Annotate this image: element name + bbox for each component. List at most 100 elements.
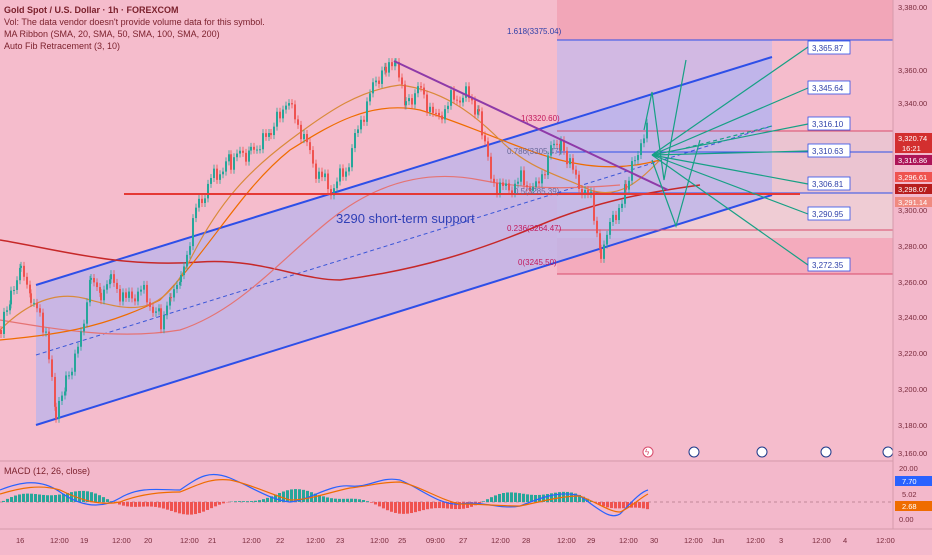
- fib-legend[interactable]: Auto Fib Retracement (3, 10): [4, 40, 265, 52]
- macd-bar: [342, 499, 345, 502]
- us-flag-icon: [821, 447, 831, 457]
- candle-body: [33, 303, 35, 304]
- macd-bar: [486, 499, 489, 502]
- candle-body: [375, 81, 377, 83]
- candle-body: [143, 285, 145, 290]
- candle-body: [621, 204, 623, 208]
- macd-legend[interactable]: MACD (12, 26, close): [4, 466, 90, 476]
- candle-body: [30, 293, 32, 303]
- candle-body: [265, 133, 267, 137]
- time-tick: 3: [779, 536, 783, 545]
- candle-body: [71, 372, 73, 376]
- candle-body: [385, 67, 387, 73]
- candle-body: [180, 275, 182, 282]
- candle-body: [312, 150, 314, 163]
- candle-body: [462, 98, 464, 103]
- time-tick: 27: [459, 536, 467, 545]
- candle-body: [345, 171, 347, 176]
- candle-body: [414, 93, 416, 104]
- price-tick: 3,360.00: [898, 66, 927, 75]
- time-tick: Jun: [712, 536, 724, 545]
- candle-body: [106, 284, 108, 289]
- candle-body: [631, 161, 633, 181]
- candle-body: [204, 198, 206, 203]
- macd-bar: [330, 498, 333, 502]
- candle-body: [420, 86, 422, 87]
- candle-body: [502, 182, 504, 185]
- candle-body: [336, 182, 338, 189]
- candle-body: [140, 290, 142, 292]
- macd-bar: [78, 491, 81, 502]
- candle-body: [508, 183, 510, 190]
- candle-body: [250, 147, 252, 151]
- macd-bar: [618, 502, 621, 508]
- candle-body: [173, 289, 175, 297]
- macd-bar: [18, 494, 21, 502]
- macd-bar: [170, 502, 173, 511]
- candle-body: [45, 332, 47, 333]
- candle-body: [628, 181, 630, 190]
- macd-bar: [222, 502, 225, 503]
- candle-body: [499, 182, 501, 193]
- candle-body: [300, 125, 302, 139]
- macd-bar: [206, 502, 209, 510]
- macd-pane: [0, 461, 893, 529]
- candle-body: [253, 147, 255, 150]
- candle-body: [268, 133, 270, 137]
- candle-body: [65, 375, 67, 391]
- candle-body: [600, 249, 602, 259]
- macd-bar: [38, 495, 41, 502]
- macd-bar: [374, 502, 377, 504]
- candle-body: [547, 156, 549, 176]
- macd-bar: [98, 495, 101, 502]
- macd-bar: [334, 499, 337, 502]
- macd-bar: [6, 499, 9, 502]
- macd-bar: [434, 502, 437, 508]
- macd-bar: [402, 502, 405, 514]
- candle-body: [93, 278, 95, 282]
- candle-body: [309, 142, 311, 150]
- symbol-title[interactable]: Gold Spot / U.S. Dollar · 1h · FOREXCOM: [4, 4, 265, 16]
- candle-body: [16, 280, 18, 290]
- fib-label-1618: 1.618(3375.04): [507, 27, 562, 36]
- candle-body: [119, 289, 121, 302]
- candle-body: [219, 174, 221, 180]
- candle-body: [303, 134, 305, 139]
- macd-bar: [354, 499, 357, 502]
- macd-bar: [350, 499, 353, 502]
- price-tick: 3,260.00: [898, 278, 927, 287]
- us-flag-icon: [757, 447, 767, 457]
- time-tick: 25: [398, 536, 406, 545]
- macd-bar: [322, 496, 325, 502]
- macd-bar: [382, 502, 385, 508]
- macd-bar: [370, 502, 373, 503]
- macd-bar: [166, 502, 169, 510]
- candle-body: [103, 290, 105, 301]
- macd-bar: [246, 501, 249, 502]
- time-tick: 12:00: [242, 536, 261, 545]
- candle-body: [36, 303, 38, 308]
- candle-body: [324, 174, 326, 178]
- candle-body: [213, 169, 215, 178]
- candle-body: [61, 396, 63, 401]
- macd-bar: [526, 494, 529, 502]
- candle-body: [459, 101, 461, 103]
- us-flag-icon: [883, 447, 893, 457]
- candle-body: [125, 292, 127, 298]
- macd-bar: [134, 502, 137, 507]
- time-tick: 12:00: [876, 536, 895, 545]
- candle-body: [615, 215, 617, 220]
- candle-body: [216, 169, 218, 180]
- candle-body: [408, 98, 410, 101]
- ma-ribbon-legend[interactable]: MA Ribbon (SMA, 20, SMA, 50, SMA, 100, S…: [4, 28, 265, 40]
- current-price-tag: 3,320.74: [898, 134, 927, 143]
- candle-body: [572, 158, 574, 170]
- candle-body: [612, 215, 614, 222]
- candle-body: [270, 133, 272, 135]
- candle-body: [158, 308, 160, 311]
- macd-bar: [398, 502, 401, 514]
- macd-bar: [182, 502, 185, 514]
- macd-axis-tick: 0.00: [899, 515, 914, 524]
- candle-body: [113, 274, 115, 283]
